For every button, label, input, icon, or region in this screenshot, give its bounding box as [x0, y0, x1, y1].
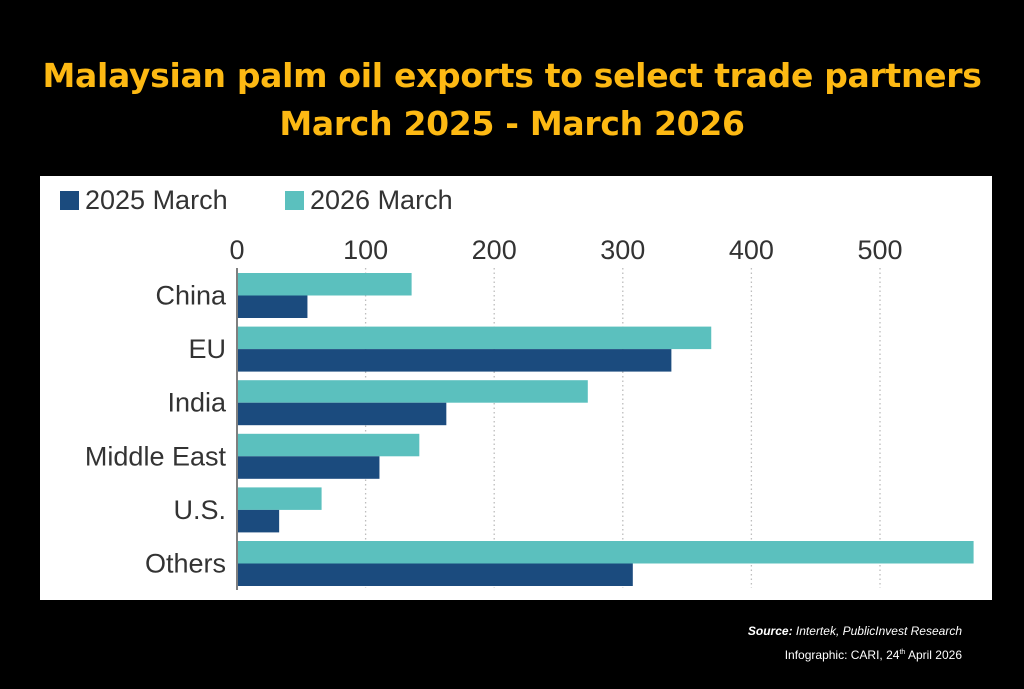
x-tick-label: 0	[229, 235, 244, 265]
chart-panel: 2025 March 2026 March 0 100 200 300 400 500 Ch…	[40, 176, 992, 600]
bar-2025-middle-east	[238, 456, 380, 479]
bar-2026-u-s-	[238, 487, 322, 510]
credit-note: Infographic: CARI, 24th April 2026	[785, 648, 962, 662]
credit-sup: th	[899, 649, 906, 656]
bar-2026-others	[238, 541, 974, 564]
chart-title: Malaysian palm oil exports to select tra…	[0, 52, 1024, 148]
legend-label-2026: 2026 March	[310, 184, 453, 215]
x-tick-label: 300	[600, 235, 645, 265]
legend-item-2026: 2026 March	[285, 185, 453, 215]
bar-2025-india	[238, 402, 447, 426]
credit-suffix: April 2026	[907, 648, 962, 662]
x-tick-label: 100	[343, 235, 388, 265]
source-label: Source:	[747, 624, 793, 638]
bar-2026-eu	[238, 326, 712, 350]
category-label: EU	[188, 334, 226, 364]
bar-chart: 0 100 200 300 400 500 China EU India Middle East U…	[85, 235, 974, 590]
x-tick-label: 200	[472, 235, 517, 265]
bar-2026-china	[238, 273, 412, 296]
bar-2025-others	[238, 563, 633, 586]
category-label: India	[167, 388, 227, 418]
credit-prefix: Infographic: CARI, 24	[784, 648, 900, 662]
bar-2025-eu	[238, 349, 672, 372]
category-label: Others	[145, 549, 226, 579]
x-tick-label: 500	[857, 235, 902, 265]
title-line-2: March 2025 - March 2026	[279, 104, 745, 143]
bar-2025-u-s-	[238, 509, 280, 533]
source-text: Intertek, PublicInvest Research	[795, 624, 962, 638]
legend-swatch-2026	[285, 190, 304, 210]
legend-label-2025: 2025 March	[85, 184, 228, 215]
bar-2026-middle-east	[238, 433, 420, 457]
bar-2025-china	[238, 295, 308, 318]
source-note: Source: Intertek, PublicInvest Research	[748, 624, 962, 638]
category-label: Middle East	[85, 441, 227, 471]
x-tick-label: 400	[729, 235, 774, 265]
bar-2026-india	[238, 380, 588, 403]
category-label: U.S.	[173, 495, 226, 525]
legend-swatch-2025	[60, 190, 79, 210]
legend-item-2025: 2025 March	[60, 185, 228, 215]
title-line-1: Malaysian palm oil exports to select tra…	[42, 56, 982, 95]
category-label: China	[155, 281, 227, 311]
